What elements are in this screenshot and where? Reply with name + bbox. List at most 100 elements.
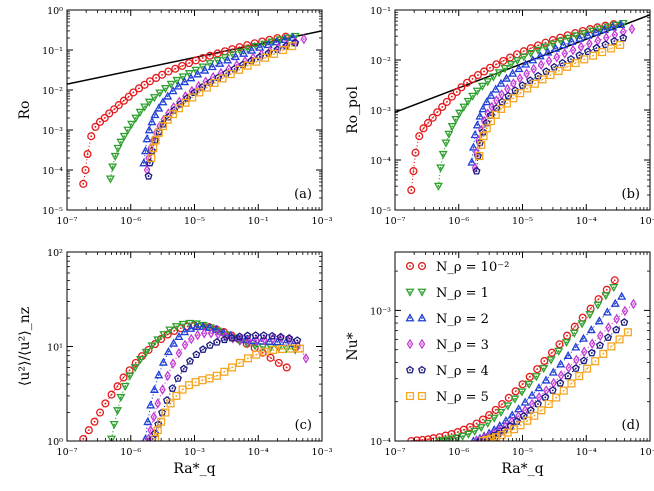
data-point xyxy=(154,103,164,112)
data-point xyxy=(452,87,461,96)
data-point xyxy=(482,124,491,133)
data-point-dot xyxy=(604,43,607,46)
data-point xyxy=(534,71,543,80)
data-point-dot xyxy=(447,133,450,135)
data-point xyxy=(553,51,561,63)
data-point xyxy=(516,73,524,84)
series-Nrho_5 xyxy=(147,42,297,163)
data-point xyxy=(506,60,516,70)
data-point-dot xyxy=(109,177,112,180)
data-point xyxy=(516,89,525,98)
data-point-dot xyxy=(215,374,218,377)
data-point xyxy=(105,175,115,184)
series-Nrho_2 xyxy=(470,291,627,441)
data-point-dot xyxy=(302,38,305,40)
data-point-dot xyxy=(537,403,539,405)
data-point-dot xyxy=(246,44,249,47)
data-point-dot xyxy=(582,337,585,340)
data-point-dot xyxy=(139,111,141,114)
data-point xyxy=(561,48,569,59)
data-point xyxy=(174,331,184,341)
data-point-dot xyxy=(566,65,568,68)
legend-marker-dot xyxy=(421,343,423,345)
data-point-dot xyxy=(138,87,140,90)
data-point xyxy=(467,157,477,166)
data-point-dot xyxy=(505,77,508,80)
data-point-dot xyxy=(493,417,496,419)
data-point xyxy=(575,372,584,381)
data-point xyxy=(149,94,159,103)
data-point-dot xyxy=(516,59,519,62)
legend-label: N_ρ = 4 xyxy=(436,364,489,379)
data-point xyxy=(472,166,481,175)
data-point-dot xyxy=(451,125,454,128)
data-point-dot xyxy=(184,101,187,104)
data-point xyxy=(158,70,167,79)
data-point xyxy=(119,373,128,382)
data-point-dot xyxy=(191,96,194,99)
data-point xyxy=(158,97,168,106)
data-point-dot xyxy=(305,357,307,360)
data-point xyxy=(533,365,542,374)
data-point xyxy=(147,117,157,126)
data-point-dot xyxy=(226,59,229,61)
legend-marker xyxy=(406,338,414,350)
data-point xyxy=(538,75,547,84)
data-point-dot xyxy=(595,31,598,34)
data-point-dot xyxy=(605,288,608,291)
data-point-dot xyxy=(620,23,622,26)
legend-marker xyxy=(417,288,427,297)
data-point xyxy=(571,364,580,372)
data-point xyxy=(243,354,253,363)
data-point xyxy=(483,419,493,428)
y-tick-label: 10⁻² xyxy=(370,56,391,67)
data-point xyxy=(583,47,592,56)
legend-item-Nrho_1e-2: N_ρ = 10⁻² xyxy=(405,260,509,275)
data-point xyxy=(551,43,561,52)
data-point-dot xyxy=(583,32,586,35)
data-point xyxy=(418,435,427,441)
data-point-dot xyxy=(156,338,159,341)
data-point xyxy=(286,344,295,353)
data-point-dot xyxy=(614,24,617,26)
data-point xyxy=(195,88,204,97)
data-point-dot xyxy=(546,51,549,54)
data-point-dot xyxy=(128,369,131,372)
data-point-dot xyxy=(216,52,219,55)
data-point-dot xyxy=(156,402,159,405)
data-point xyxy=(480,67,489,76)
data-point-dot xyxy=(151,120,153,123)
data-point xyxy=(447,123,457,132)
data-point xyxy=(579,356,588,365)
data-point xyxy=(150,429,159,437)
data-point-dot xyxy=(567,366,570,369)
series-Nrho_1 xyxy=(433,20,628,191)
x-tick-label: 10⁻⁴ xyxy=(576,216,597,227)
data-point xyxy=(198,53,207,63)
data-point-dot xyxy=(114,155,117,158)
data-point-dot xyxy=(103,117,106,119)
data-point-dot xyxy=(486,422,489,425)
data-point-dot xyxy=(227,68,230,70)
data-point-dot xyxy=(286,37,289,39)
data-point-dot xyxy=(541,78,544,81)
data-point xyxy=(501,73,511,82)
data-point-dot xyxy=(542,367,545,370)
data-point-dot xyxy=(421,438,424,441)
data-point-dot xyxy=(532,68,535,70)
data-point-dot xyxy=(146,137,148,140)
data-point-dot xyxy=(554,47,557,50)
data-point-dot xyxy=(583,58,586,61)
data-point-dot xyxy=(196,334,199,337)
data-point xyxy=(457,83,466,92)
data-point xyxy=(616,40,625,49)
legend-item-Nrho_2: N_ρ = 2 xyxy=(405,312,489,327)
data-point-dot xyxy=(516,53,518,56)
data-point xyxy=(141,434,150,441)
data-point xyxy=(172,76,182,86)
data-point xyxy=(407,186,416,195)
data-point xyxy=(83,150,92,159)
data-point xyxy=(444,130,454,139)
data-point-dot xyxy=(456,431,459,433)
